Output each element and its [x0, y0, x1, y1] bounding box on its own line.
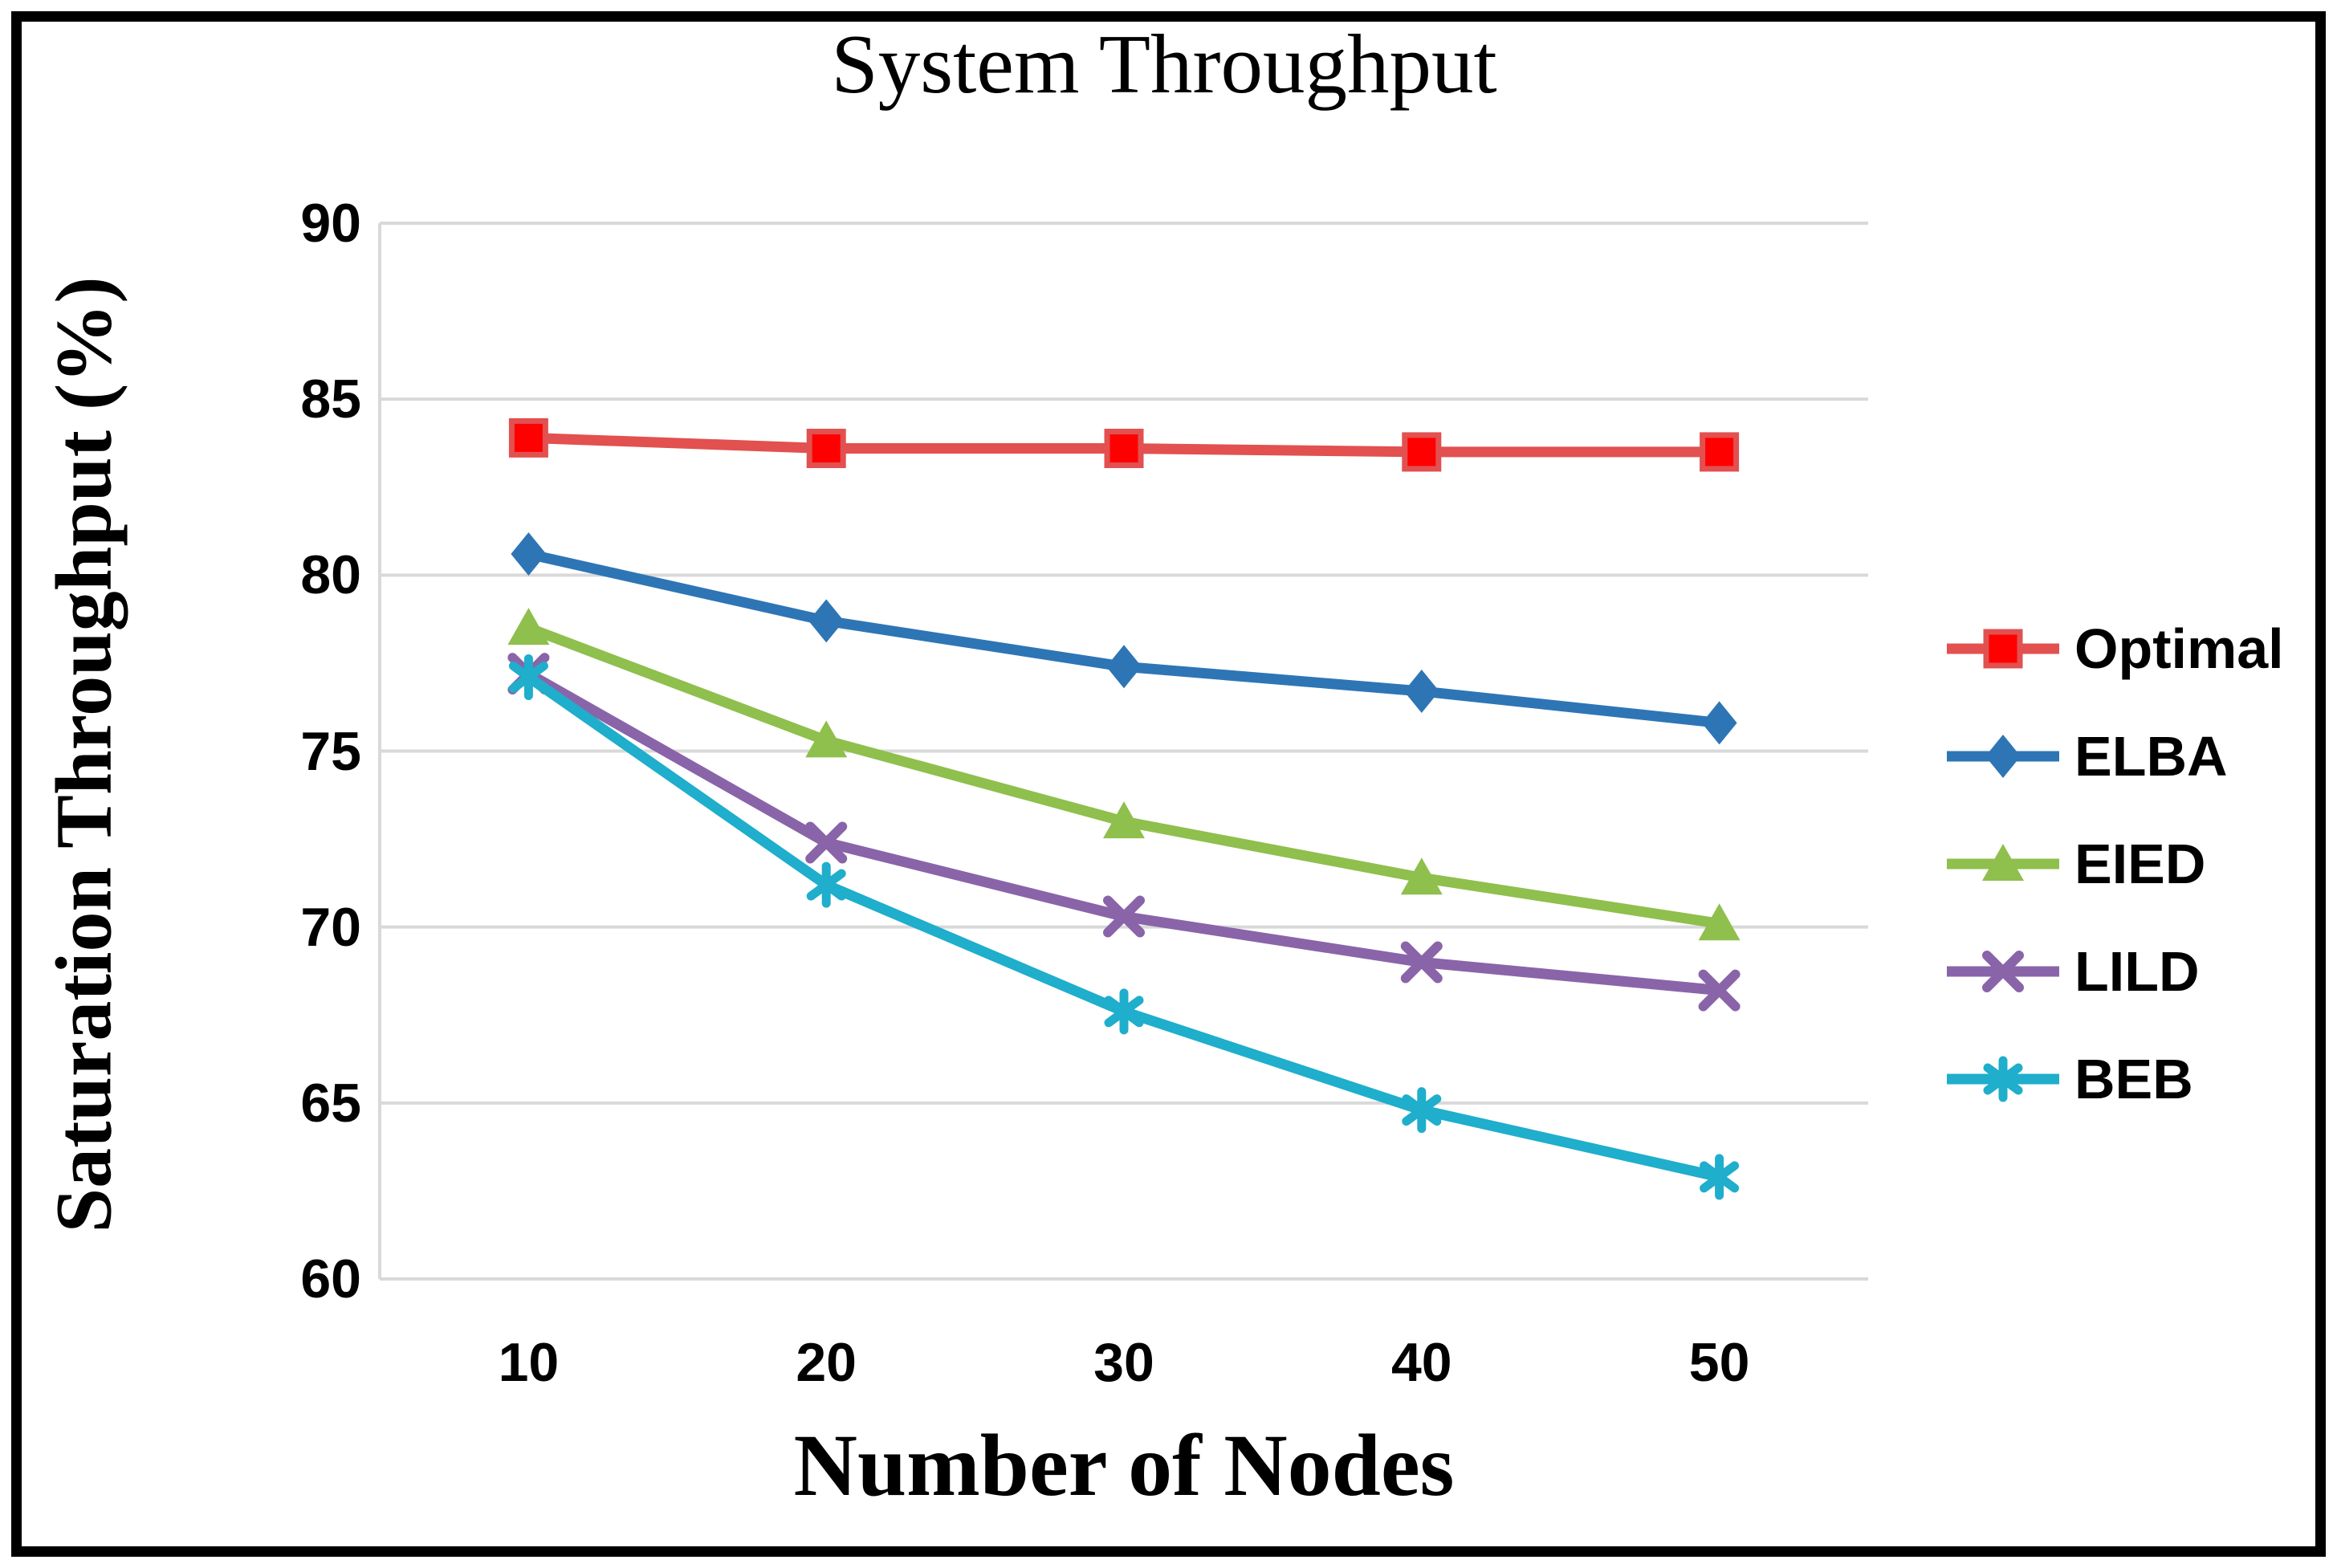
marker-diamond-elba: [1403, 669, 1439, 713]
marker-square-optimal: [1402, 432, 1442, 472]
series-lild: [507, 653, 1741, 1012]
series-eied: [507, 608, 1741, 941]
legend-key-triangle-icon: [1947, 844, 2059, 881]
y-tick-label-60: 60: [300, 1248, 361, 1309]
marker-triangle-eied: [507, 608, 550, 646]
marker-triangle-eied: [1103, 801, 1145, 839]
y-tick-label-70: 70: [300, 896, 361, 958]
x-tick-label-20: 20: [796, 1332, 857, 1393]
y-tick-label-75: 75: [300, 720, 361, 782]
x-tick-label-40: 40: [1390, 1332, 1452, 1393]
marker-asterisk-beb: [1700, 1154, 1740, 1200]
marker-asterisk-beb: [508, 654, 548, 700]
marker-diamond-elba: [1106, 645, 1142, 689]
series-beb: [508, 654, 1740, 1200]
legend-marker-elba: [1985, 735, 2021, 778]
legend-item-beb: BEB: [1943, 1045, 2193, 1113]
legend-item-optimal: Optimal: [1943, 615, 2284, 682]
legend-marker-beb: [1983, 1056, 2023, 1102]
legend-item-eied: EIED: [1943, 830, 2205, 898]
marker-diamond-elba: [808, 599, 845, 643]
y-tick-label-90: 90: [300, 193, 361, 254]
marker-asterisk-beb: [1402, 1087, 1442, 1134]
y-axis-title: Saturation Throughput (%): [39, 276, 128, 1233]
marker-square-optimal: [1700, 432, 1740, 472]
marker-triangle-eied: [1400, 857, 1443, 895]
marker-x-lild: [1698, 969, 1741, 1012]
legend-item-lild: LILD: [1943, 938, 2200, 1005]
legend-key-square-icon: [1947, 629, 2059, 669]
marker-asterisk-beb: [806, 861, 846, 908]
marker-x-lild: [1400, 941, 1443, 984]
marker-square-optimal: [1104, 429, 1144, 469]
legend-label-optimal: Optimal: [2074, 617, 2284, 680]
legend-marker-lild: [1982, 951, 2024, 992]
legend-key-x-icon: [1947, 951, 2059, 992]
x-tick-label-10: 10: [498, 1332, 560, 1393]
series-optimal: [508, 417, 1740, 472]
legend-label-elba: ELBA: [2074, 725, 2228, 788]
y-tick-label-65: 65: [300, 1072, 361, 1134]
marker-square-optimal: [508, 417, 548, 458]
y-tick-label-85: 85: [300, 369, 361, 430]
legend-label-lild: LILD: [2074, 940, 2200, 1003]
series-elba: [511, 532, 1737, 745]
marker-diamond-elba: [511, 532, 547, 576]
chart-title: System Throughput: [831, 17, 1497, 111]
legend-marker-optimal: [1983, 629, 2023, 669]
x-tick-label-30: 30: [1093, 1332, 1154, 1393]
legend-marker-eied: [1982, 844, 2024, 881]
legend-key-diamond-icon: [1947, 735, 2059, 778]
marker-x-lild: [1103, 895, 1145, 938]
marker-asterisk-beb: [1104, 988, 1144, 1035]
x-axis-title: Number of Nodes: [793, 1416, 1455, 1514]
marker-triangle-eied: [805, 720, 848, 758]
marker-x-lild: [805, 821, 848, 864]
x-tick-label-50: 50: [1688, 1332, 1750, 1393]
legend-key-asterisk-icon: [1947, 1056, 2059, 1102]
legend-label-beb: BEB: [2074, 1048, 2193, 1110]
marker-square-optimal: [806, 429, 846, 469]
marker-diamond-elba: [1701, 701, 1737, 745]
legend-label-eied: EIED: [2074, 833, 2206, 895]
legend-item-elba: ELBA: [1943, 723, 2228, 790]
chart-frame: [11, 11, 2326, 1557]
marker-triangle-eied: [1698, 903, 1741, 941]
y-tick-label-80: 80: [300, 544, 361, 606]
